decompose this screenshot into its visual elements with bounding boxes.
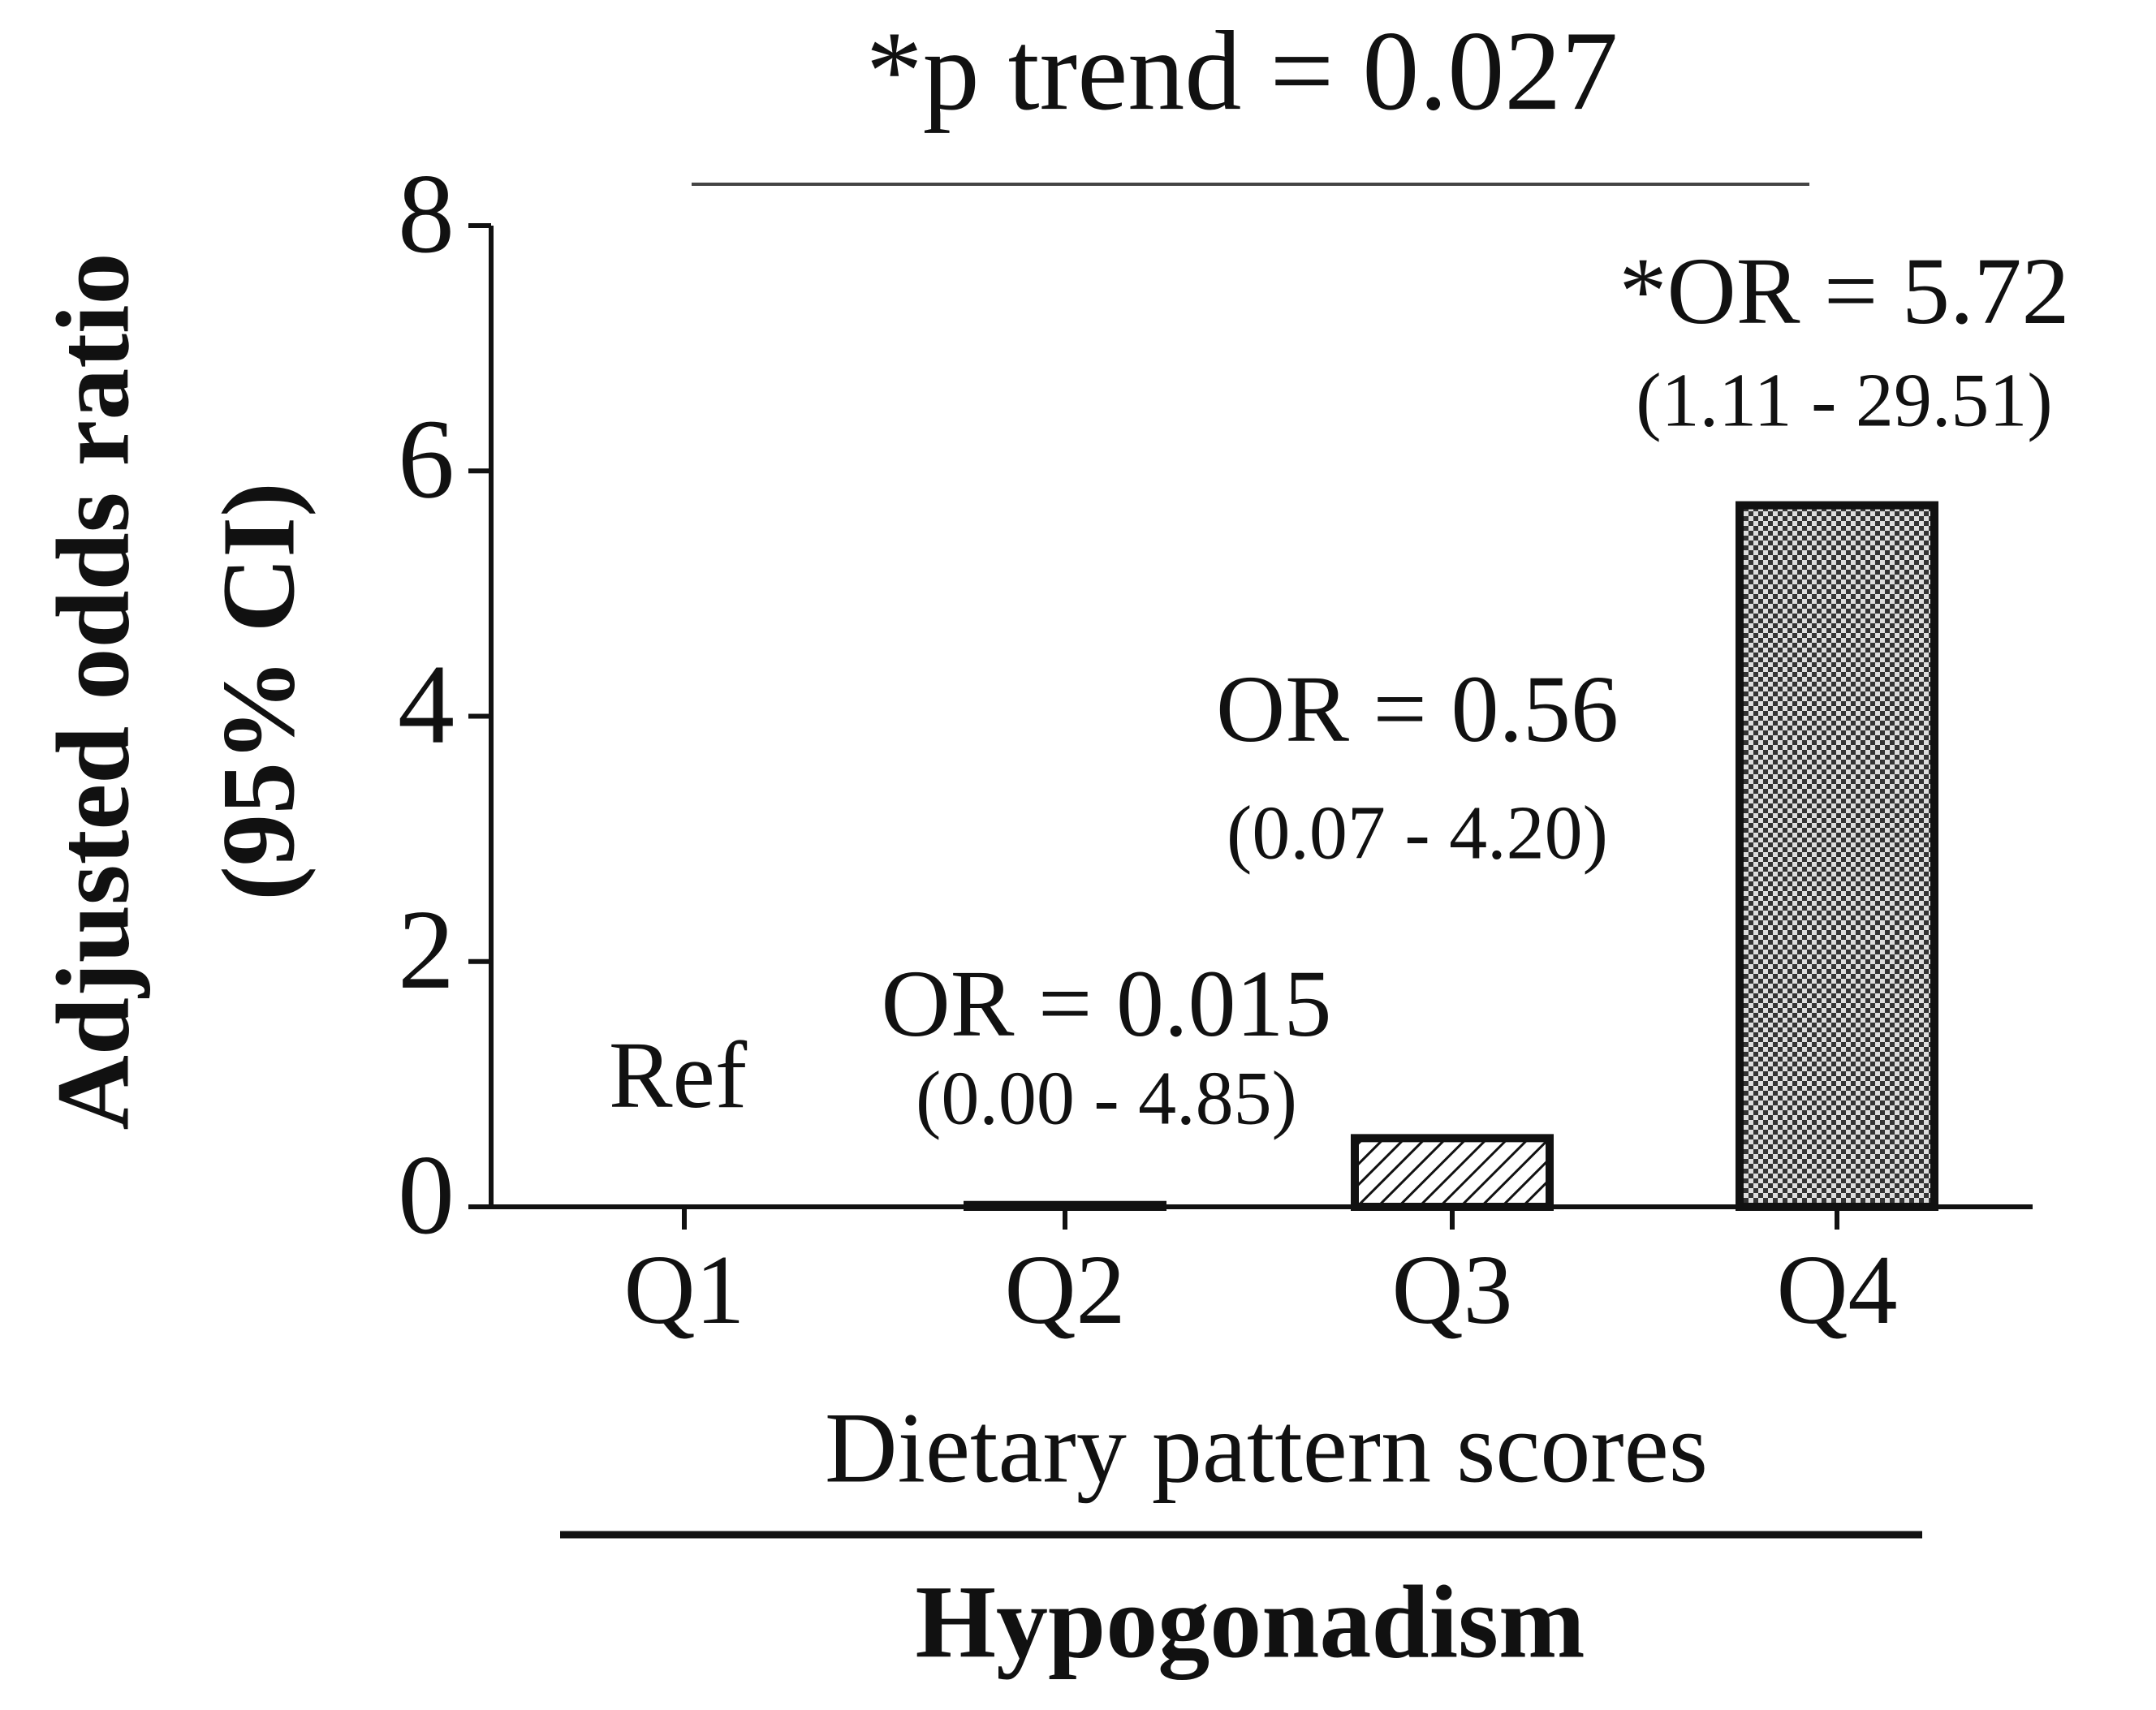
value-label: *OR = 5.72 [1619, 238, 2070, 344]
group-label: Hypogonadism [915, 1564, 1585, 1679]
value-label: Ref [609, 1022, 748, 1128]
ci-label: (0.07 - 4.20) [1227, 791, 1608, 876]
y-axis-label: (95% CI) [201, 482, 316, 901]
y-tick-label: 0 [398, 1132, 455, 1258]
ci-label: (1.11 - 29.51) [1636, 359, 2052, 443]
y-tick-label: 8 [398, 151, 455, 277]
value-label: OR = 0.015 [882, 950, 1332, 1057]
bar [964, 1200, 1166, 1212]
chart-title: *p trend = 0.027 [866, 8, 1619, 134]
y-tick-label: 6 [398, 396, 455, 522]
ci-label: (0.00 - 4.85) [916, 1057, 1297, 1141]
y-tick-label: 2 [398, 887, 455, 1013]
x-tick-label: Q2 [1004, 1235, 1125, 1345]
x-axis-label: Dietary pattern scores [825, 1392, 1708, 1503]
value-label: OR = 0.56 [1216, 656, 1619, 762]
y-axis-label: Adjusted odds ratio [35, 252, 150, 1130]
x-tick-label: Q1 [623, 1235, 744, 1345]
bar [1736, 501, 1938, 1211]
x-tick-label: Q4 [1776, 1235, 1897, 1345]
y-tick-label: 4 [398, 642, 455, 768]
x-tick-label: Q3 [1391, 1235, 1512, 1345]
bar [1351, 1134, 1554, 1211]
